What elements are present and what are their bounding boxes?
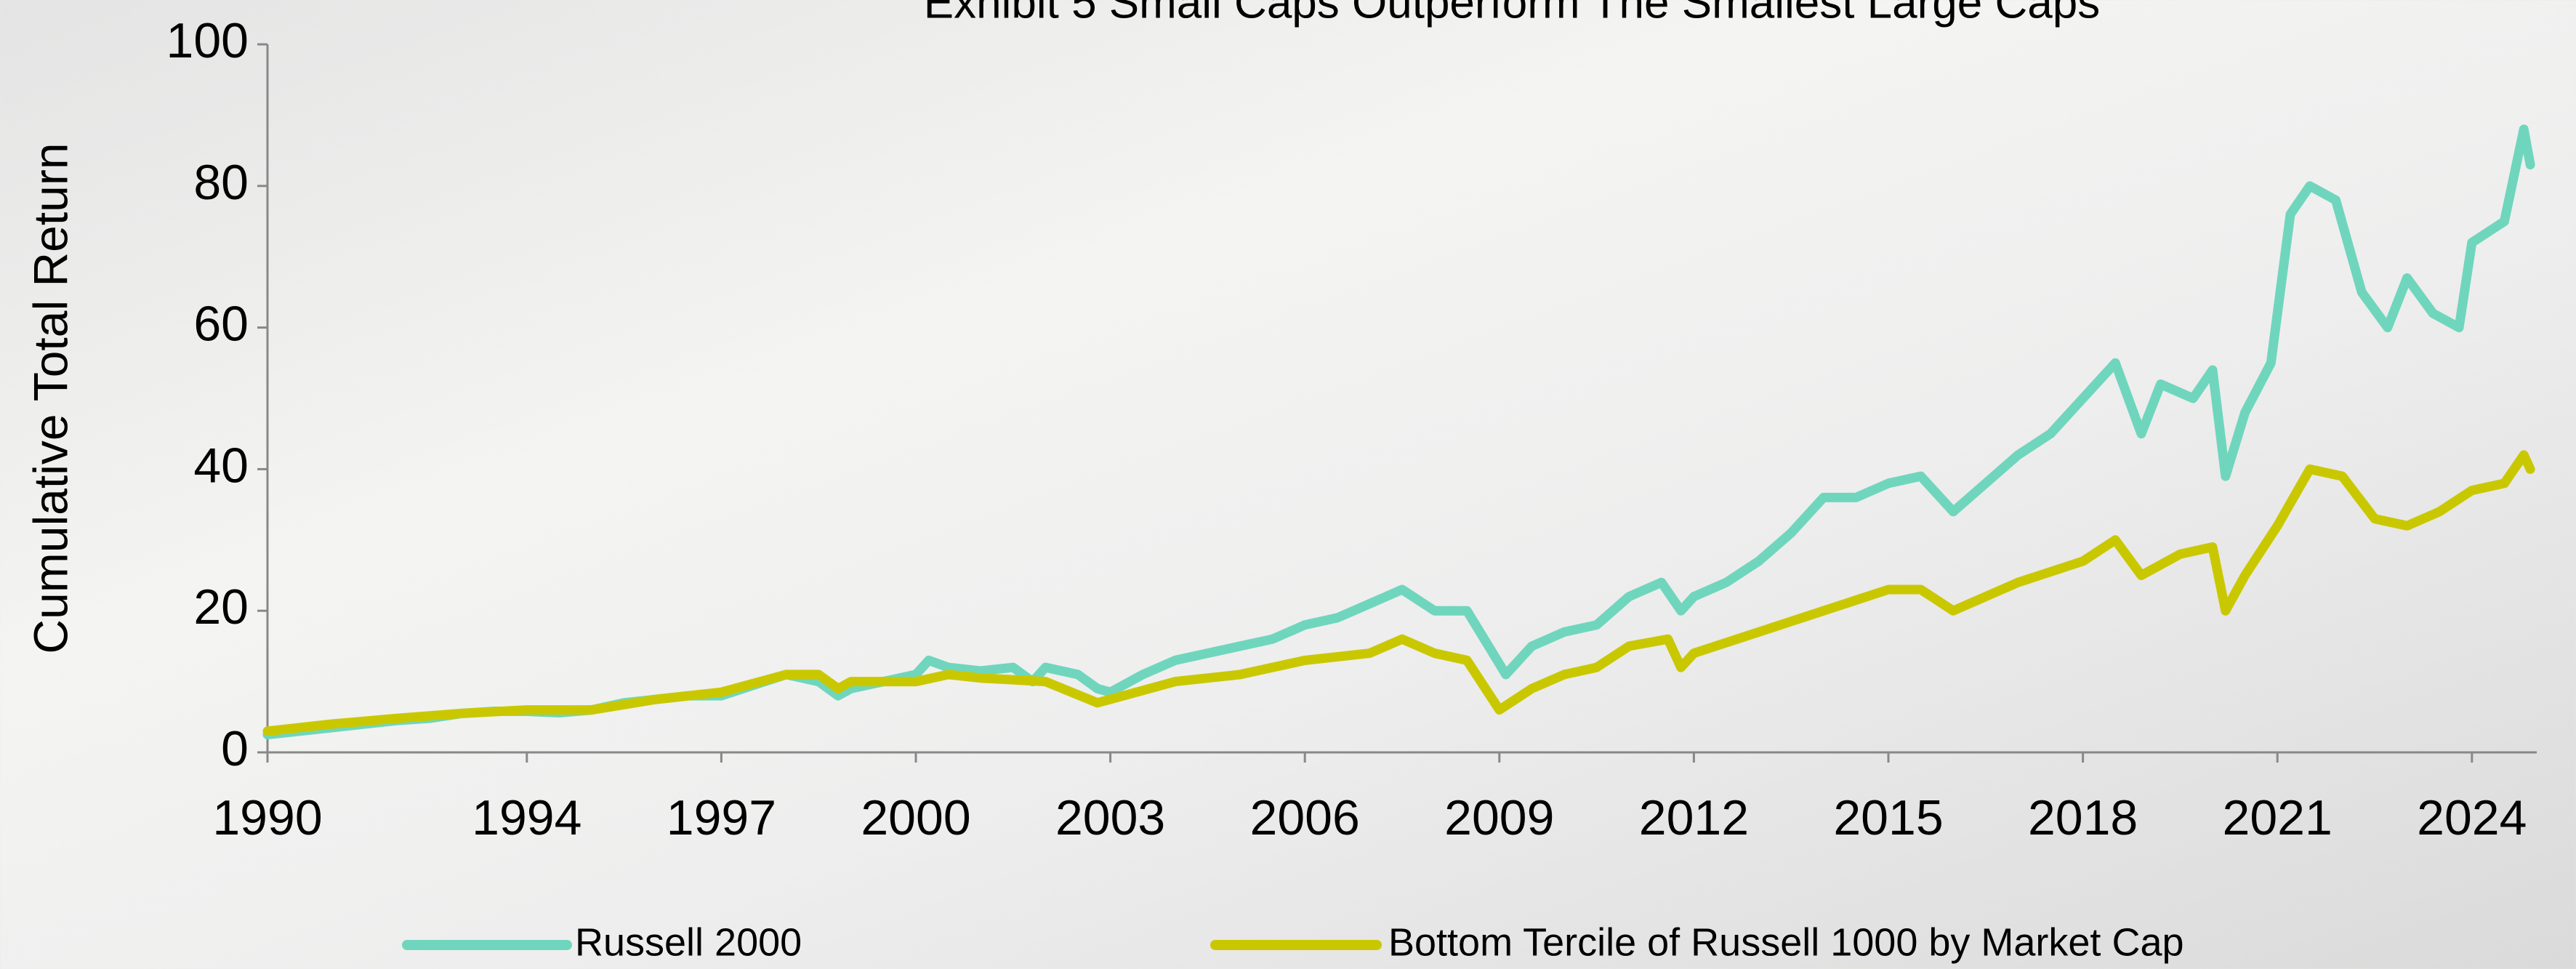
x-tick-label: 1990 [212, 790, 322, 845]
y-tick-label: 0 [221, 721, 249, 776]
x-tick-label: 2000 [861, 790, 970, 845]
y-tick-label: 60 [193, 297, 249, 352]
y-tick-label: 40 [193, 438, 249, 493]
y-tick-label: 20 [193, 579, 249, 635]
x-tick-label: 2012 [1639, 790, 1749, 845]
x-tick-label: 2009 [1444, 790, 1554, 845]
x-tick-label: 1994 [472, 790, 581, 845]
legend-label: Bottom Tercile of Russell 1000 by Market… [1388, 920, 2184, 964]
x-tick-label: 2021 [2223, 790, 2333, 845]
x-tick-label: 2006 [1250, 790, 1360, 845]
x-tick-label: 2015 [1833, 790, 1943, 845]
x-tick-label: 2003 [1055, 790, 1165, 845]
legend-label: Russell 2000 [575, 920, 802, 964]
x-tick-label: 2018 [2028, 790, 2138, 845]
x-tick-label: 1997 [667, 790, 776, 845]
y-axis-label: Cumulative Total Return [23, 142, 77, 654]
series-line [262, 450, 2535, 736]
y-tick-label: 100 [166, 13, 249, 68]
chart-title: Exhibit 5 Small Caps Outperform The Smal… [924, 0, 2100, 28]
y-tick-label: 80 [193, 155, 249, 210]
x-tick-label: 2024 [2417, 790, 2527, 845]
